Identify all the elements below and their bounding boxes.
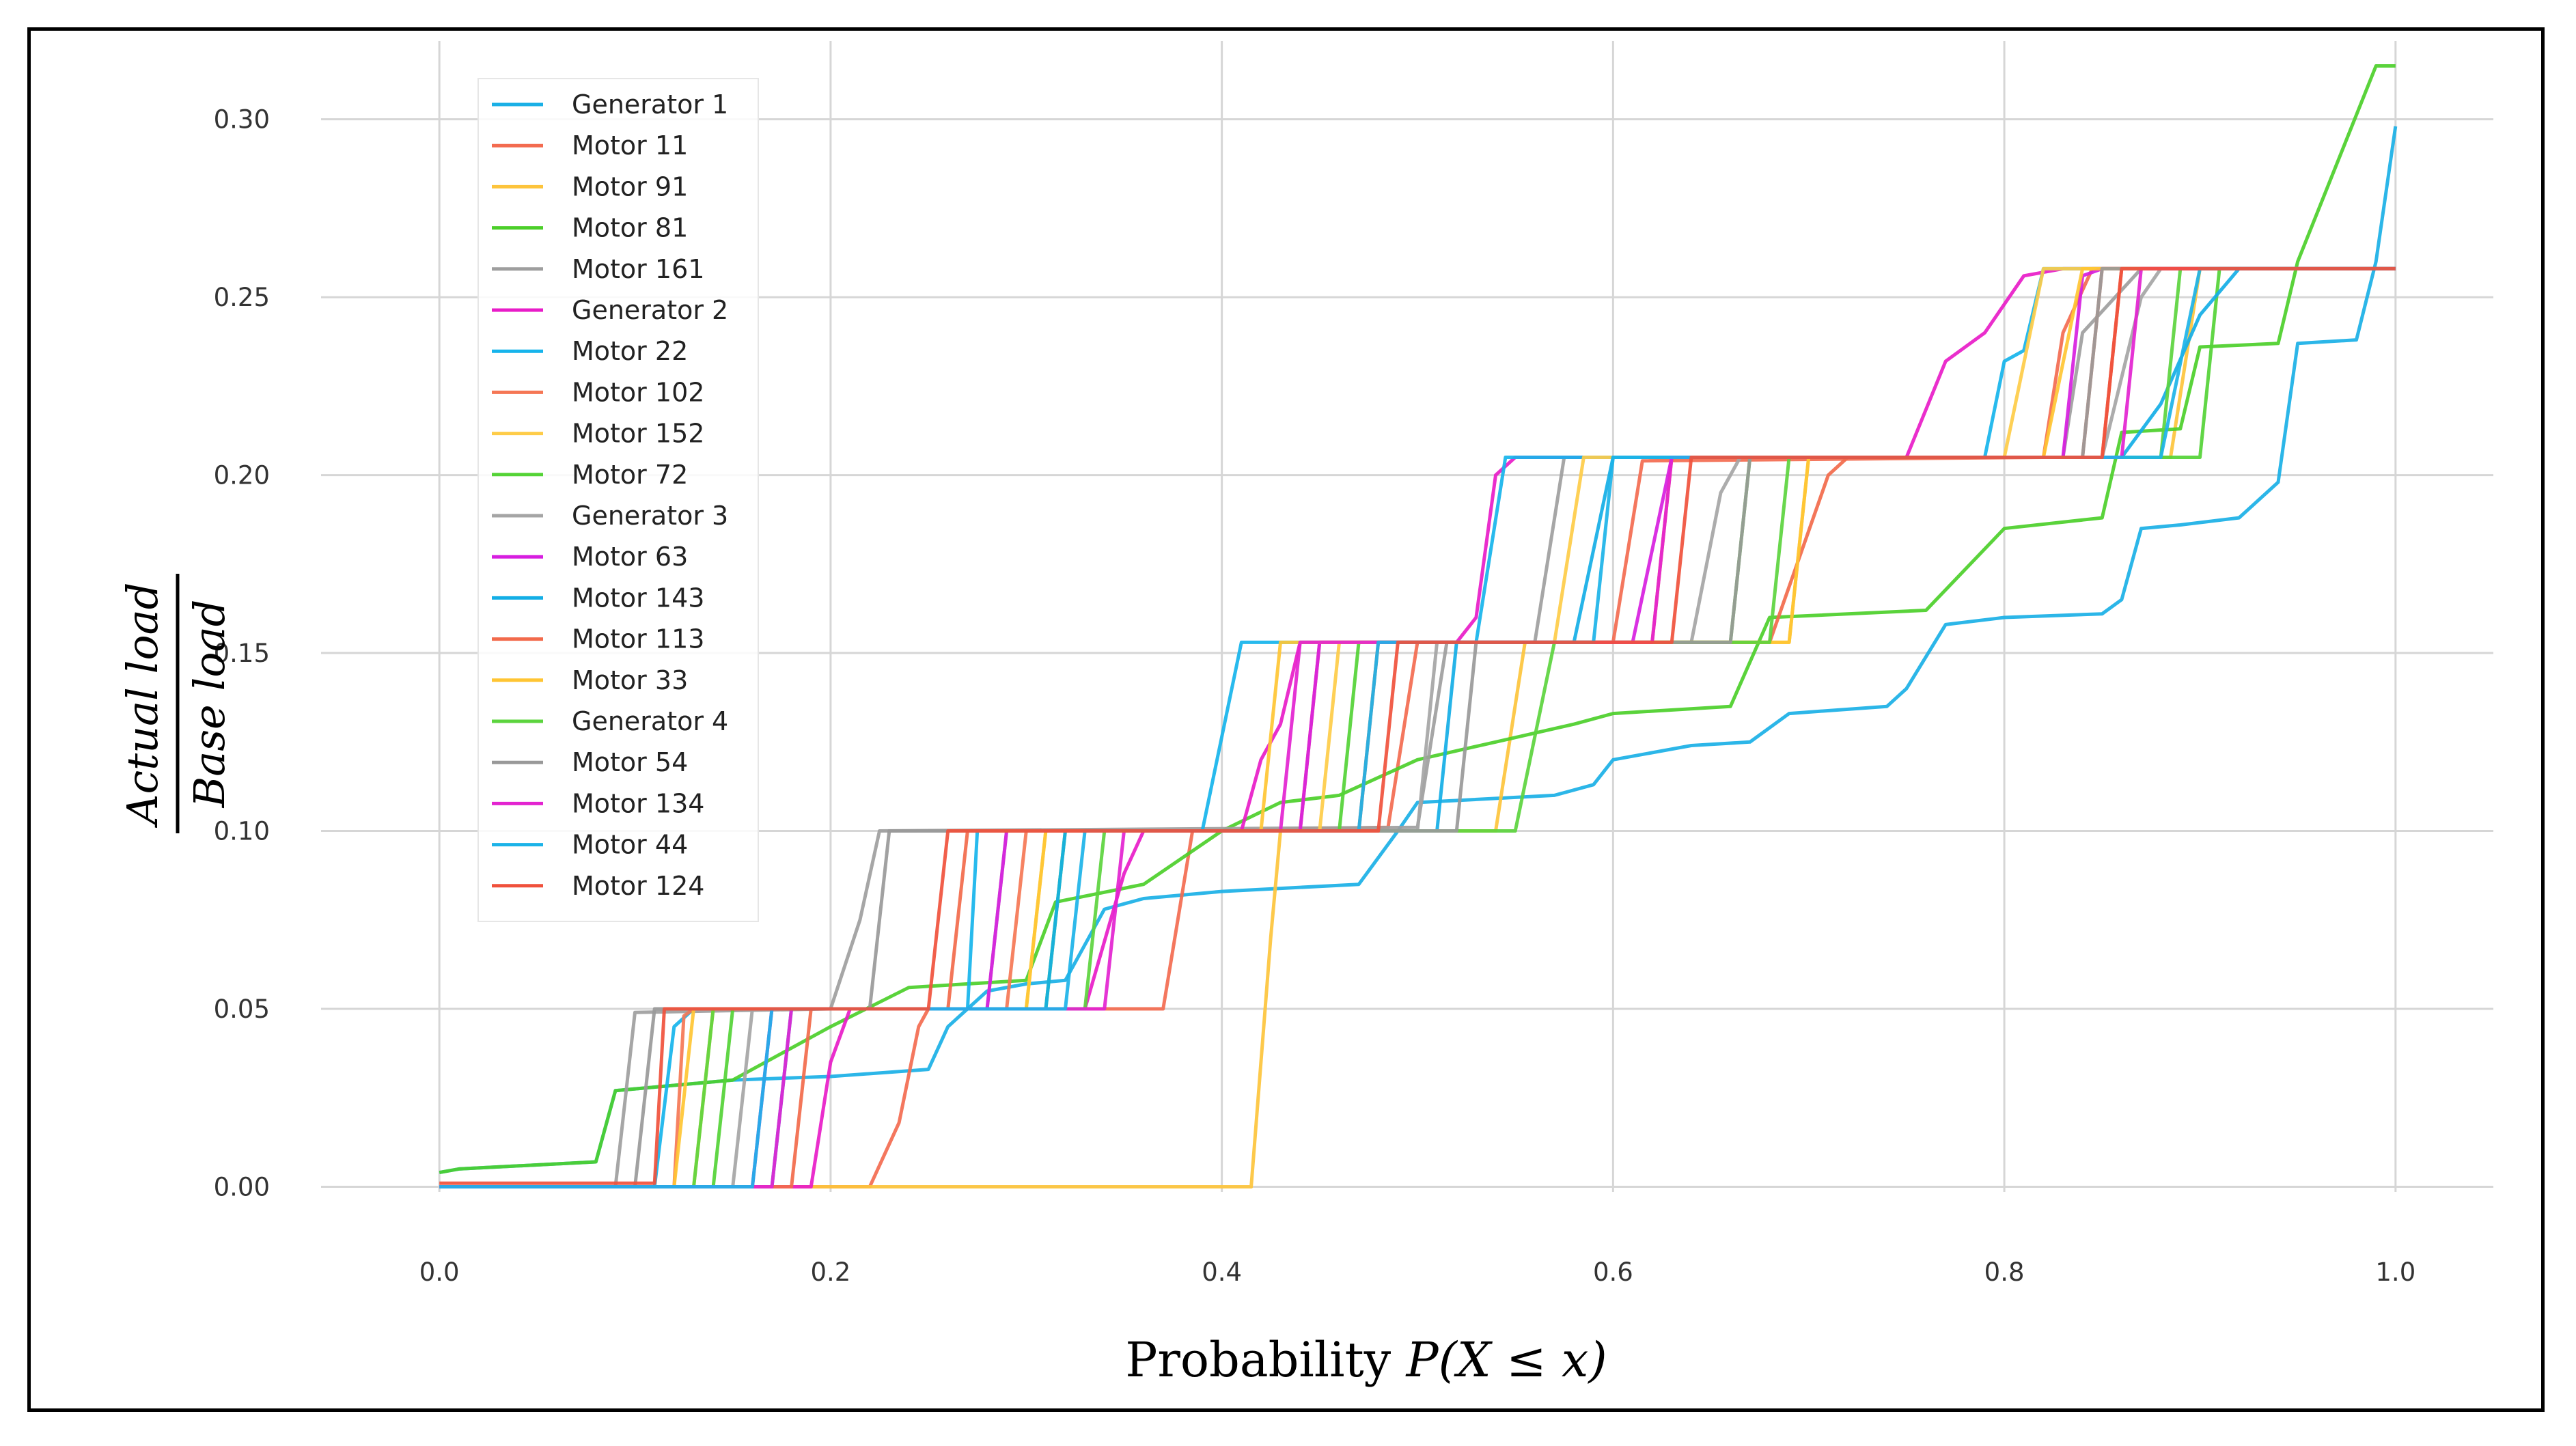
legend-label: Motor 63	[572, 542, 688, 572]
legend-label: Motor 11	[572, 130, 688, 161]
x-tick-label: 0.8	[1984, 1257, 2025, 1287]
y-tick-label: 0.25	[214, 283, 270, 312]
legend-label: Generator 3	[572, 501, 728, 531]
x-tick-label: 0.6	[1593, 1257, 1633, 1287]
x-axis-label-text: Probability	[1125, 1332, 1406, 1388]
y-tick-label: 0.00	[214, 1172, 270, 1201]
legend-box	[477, 78, 759, 922]
series-line	[439, 266, 2396, 1188]
x-axis-label-math: P(X ≤ x)	[1404, 1332, 1607, 1388]
legend-label: Motor 102	[572, 377, 704, 407]
y-tick-label: 0.30	[214, 105, 270, 135]
legend-label: Motor 44	[572, 830, 688, 860]
legend-label: Motor 54	[572, 747, 688, 777]
legend-label: Generator 2	[572, 295, 728, 325]
series-line	[439, 266, 2396, 1188]
legend-label: Motor 113	[572, 624, 704, 654]
series-line	[439, 266, 2396, 1188]
y-tick-label: 0.15	[214, 639, 270, 668]
legend-label: Generator 4	[572, 706, 728, 736]
legend-label: Motor 134	[572, 788, 704, 818]
figure-frame	[27, 27, 2545, 1412]
legend-label: Motor 72	[572, 460, 688, 490]
legend-label: Motor 161	[572, 254, 704, 284]
series-line	[439, 266, 2396, 1185]
x-tick-label: 1.0	[2375, 1257, 2415, 1287]
series-line	[439, 266, 2396, 1188]
y-axis-label: Actual load Base load	[117, 574, 234, 833]
series-line	[439, 266, 2396, 1188]
y-axis-label-denominator: Base load	[184, 600, 234, 809]
series-line	[439, 266, 2396, 1188]
y-axis-label-numerator: Actual load	[117, 583, 167, 829]
y-tick-label: 0.10	[214, 817, 270, 846]
series-line	[439, 266, 2396, 1188]
x-tick-label: 0.4	[1202, 1257, 1242, 1287]
legend-label: Motor 81	[572, 213, 688, 243]
x-axis-label: Probability P(X ≤ x)	[1125, 1332, 1607, 1388]
series-lines	[439, 64, 2398, 1188]
y-tick-label: 0.20	[214, 461, 270, 490]
legend-label: Motor 152	[572, 419, 704, 449]
legend: Generator 1 Motor 11 Motor 91 Motor 81 Motor…	[477, 78, 759, 922]
series-line	[439, 126, 2398, 1175]
legend-label: Motor 33	[572, 665, 688, 695]
series-line	[439, 64, 2396, 1175]
legend-label: Generator 1	[572, 89, 728, 120]
legend-label: Motor 91	[572, 171, 688, 201]
y-tick-labels: 0.00 0.05 0.10 0.15 0.20 0.25 0.30	[214, 105, 270, 1202]
x-tick-label: 0.2	[810, 1257, 850, 1287]
y-tick-label: 0.05	[214, 995, 270, 1024]
legend-label: Motor 124	[572, 871, 704, 901]
series-line	[439, 266, 2396, 1188]
legend-label: Motor 22	[572, 336, 688, 366]
x-tick-label: 0.0	[419, 1257, 460, 1287]
legend-label: Motor 143	[572, 583, 704, 613]
x-tick-labels: 0.0 0.2 0.4 0.6 0.8 1.0	[419, 1257, 2415, 1287]
